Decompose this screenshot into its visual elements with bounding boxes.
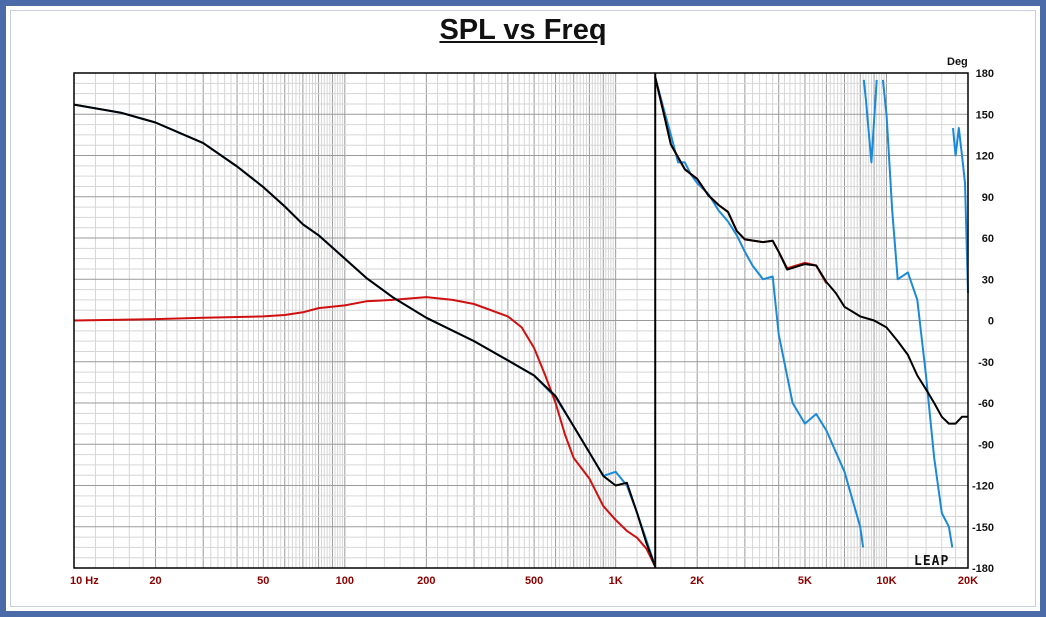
x-tick-label: 50 bbox=[257, 575, 269, 587]
chart-title: SPL vs Freq bbox=[439, 14, 607, 46]
x-axis-ticks: 10 Hz 20 50 100 200 500 1K 2K 5K 10K 20K bbox=[70, 575, 978, 587]
y-tick-label: 30 bbox=[982, 274, 994, 286]
y-tick-label: -30 bbox=[978, 357, 994, 369]
series-red-line bbox=[73, 296, 657, 568]
grid-lines bbox=[74, 72, 968, 569]
x-tick-label: 500 bbox=[525, 575, 543, 587]
y-tick-label: 90 bbox=[982, 192, 994, 204]
y-axis-unit: Deg bbox=[947, 56, 968, 68]
y-tick-label: -90 bbox=[978, 439, 994, 451]
x-tick-label: 10 Hz bbox=[70, 575, 99, 587]
series-lines bbox=[73, 76, 969, 568]
y-axis-ticks: 180 150 120 90 60 30 0 -30 -60 -90 -120 -150 -180 bbox=[972, 68, 994, 575]
y-tick-label: -150 bbox=[972, 522, 994, 534]
y-tick-label: 120 bbox=[976, 151, 994, 163]
y-tick-label: -180 bbox=[972, 563, 994, 575]
y-tick-label: 60 bbox=[982, 233, 994, 245]
x-tick-label: 10K bbox=[876, 575, 896, 587]
y-tick-label: -120 bbox=[972, 481, 994, 493]
leap-watermark: LEAP bbox=[914, 554, 949, 569]
series-blue-line bbox=[952, 127, 969, 294]
plot-border bbox=[73, 72, 969, 569]
y-tick-label: 150 bbox=[976, 109, 994, 121]
x-tick-label: 1K bbox=[609, 575, 623, 587]
x-tick-label: 5K bbox=[798, 575, 812, 587]
series-blue-line bbox=[881, 79, 954, 548]
y-tick-label: -60 bbox=[978, 398, 994, 410]
y-tick-label: 0 bbox=[988, 316, 994, 328]
series-black-line bbox=[654, 76, 968, 425]
x-tick-label: 2K bbox=[690, 575, 704, 587]
y-tick-label: 180 bbox=[976, 68, 994, 80]
x-tick-label: 20K bbox=[958, 575, 978, 587]
x-tick-label: 20 bbox=[149, 575, 161, 587]
chart-inner-border bbox=[10, 10, 1036, 607]
x-tick-label: 100 bbox=[336, 575, 354, 587]
series-blue-line bbox=[654, 76, 865, 548]
series-blue-line bbox=[862, 79, 878, 164]
x-tick-label: 200 bbox=[417, 575, 435, 587]
series-black-line bbox=[73, 103, 657, 567]
